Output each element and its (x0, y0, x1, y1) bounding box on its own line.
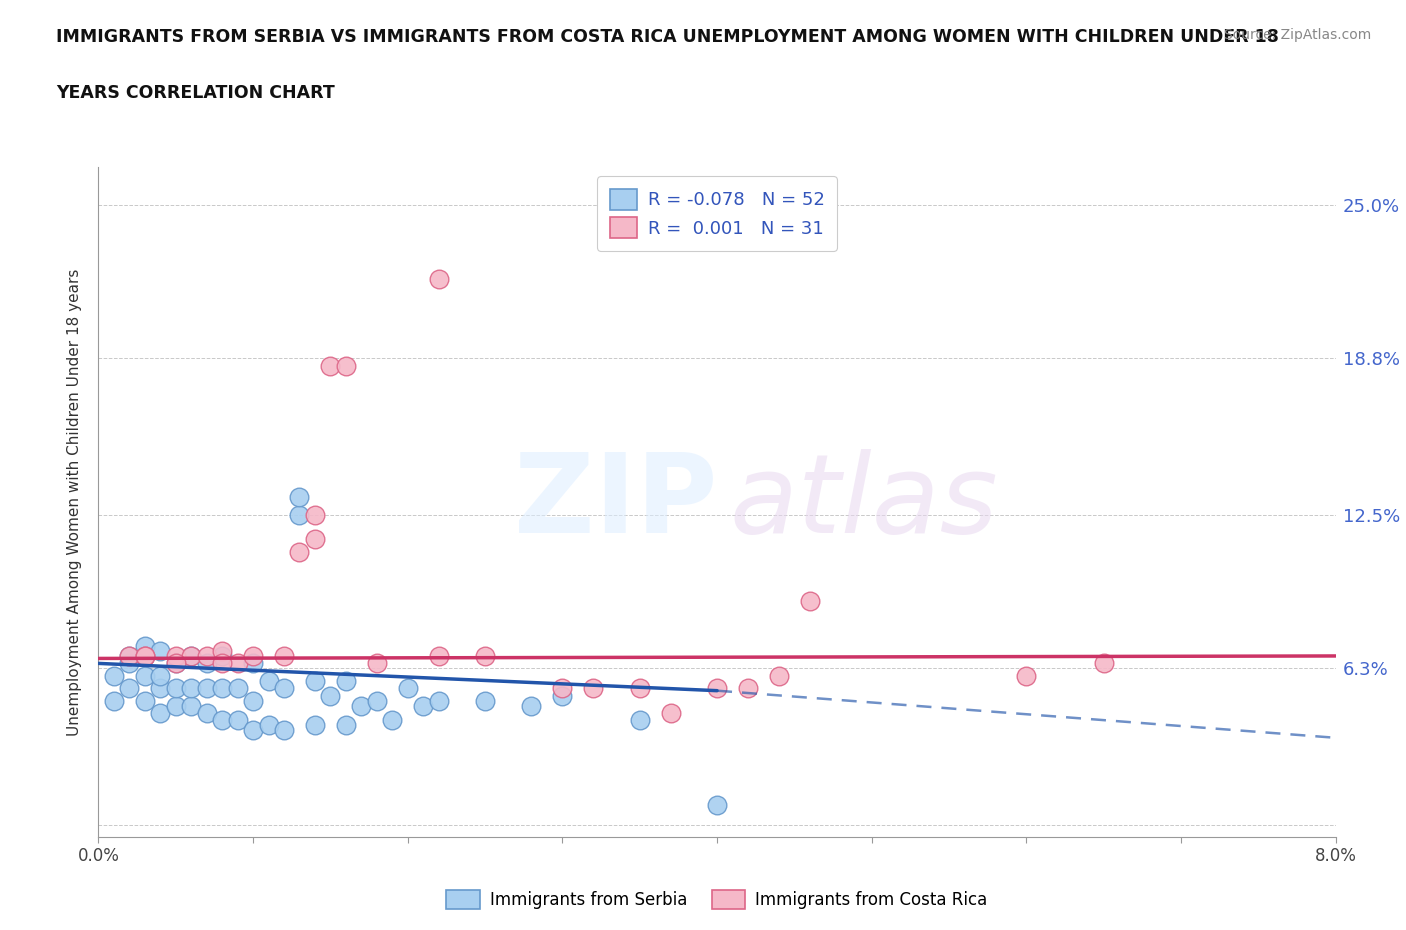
Point (335, 718, 357, 733)
Point (427, 648, 450, 663)
Point (103, 693, 125, 708)
Point (304, 507, 326, 522)
Text: Source: ZipAtlas.com: Source: ZipAtlas.com (1223, 28, 1371, 42)
Point (165, 656, 187, 671)
Point (118, 656, 141, 671)
Point (366, 693, 388, 708)
Point (165, 648, 187, 663)
Point (628, 681, 651, 696)
Point (242, 693, 264, 708)
Point (134, 648, 156, 663)
Point (319, 358, 342, 373)
Point (706, 797, 728, 812)
Point (242, 648, 264, 663)
Point (273, 723, 295, 737)
Point (319, 688, 342, 703)
Y-axis label: Unemployment Among Women with Children Under 18 years: Unemployment Among Women with Children U… (67, 269, 83, 736)
Point (180, 698, 202, 713)
Point (149, 706, 172, 721)
Point (427, 272, 450, 286)
Text: YEARS CORRELATION CHART: YEARS CORRELATION CHART (56, 84, 335, 101)
Point (335, 358, 357, 373)
Point (134, 639, 156, 654)
Point (799, 594, 821, 609)
Point (211, 648, 233, 663)
Point (242, 723, 264, 737)
Point (242, 656, 264, 671)
Point (304, 673, 326, 688)
Point (304, 718, 326, 733)
Point (335, 673, 357, 688)
Point (366, 656, 388, 671)
Point (211, 644, 233, 658)
Point (149, 669, 172, 684)
Point (1015, 669, 1038, 684)
Text: IMMIGRANTS FROM SERBIA VS IMMIGRANTS FROM COSTA RICA UNEMPLOYMENT AMONG WOMEN WI: IMMIGRANTS FROM SERBIA VS IMMIGRANTS FRO… (56, 28, 1279, 46)
Legend: Immigrants from Serbia, Immigrants from Costa Rica: Immigrants from Serbia, Immigrants from … (440, 884, 994, 916)
Point (118, 648, 141, 663)
Point (211, 713, 233, 728)
Point (768, 669, 790, 684)
Point (118, 648, 141, 663)
Point (180, 681, 202, 696)
Point (165, 681, 187, 696)
Point (180, 648, 202, 663)
Point (134, 648, 156, 663)
Point (180, 648, 202, 663)
Point (474, 648, 496, 663)
Point (195, 681, 218, 696)
Point (659, 706, 682, 721)
Point (273, 648, 295, 663)
Point (195, 656, 218, 671)
Point (551, 681, 574, 696)
Point (195, 648, 218, 663)
Point (350, 698, 373, 713)
Point (737, 681, 759, 696)
Point (226, 713, 249, 728)
Point (165, 698, 187, 713)
Point (211, 656, 233, 671)
Point (1092, 656, 1115, 671)
Point (304, 532, 326, 547)
Point (149, 681, 172, 696)
Point (149, 644, 172, 658)
Point (134, 693, 156, 708)
Text: atlas: atlas (730, 448, 998, 556)
Point (396, 681, 419, 696)
Text: ZIP: ZIP (513, 448, 717, 556)
Point (226, 656, 249, 671)
Point (288, 544, 311, 559)
Point (582, 681, 605, 696)
Point (628, 713, 651, 728)
Point (118, 681, 141, 696)
Point (288, 507, 311, 522)
Point (520, 698, 543, 713)
Point (551, 688, 574, 703)
Point (257, 718, 280, 733)
Point (427, 693, 450, 708)
Point (474, 693, 496, 708)
Point (273, 681, 295, 696)
Point (257, 673, 280, 688)
Point (381, 713, 404, 728)
Point (226, 681, 249, 696)
Point (103, 669, 125, 684)
Point (134, 669, 156, 684)
Point (134, 648, 156, 663)
Point (211, 681, 233, 696)
Point (706, 681, 728, 696)
Point (195, 706, 218, 721)
Point (165, 656, 187, 671)
Point (412, 698, 434, 713)
Point (288, 490, 311, 505)
